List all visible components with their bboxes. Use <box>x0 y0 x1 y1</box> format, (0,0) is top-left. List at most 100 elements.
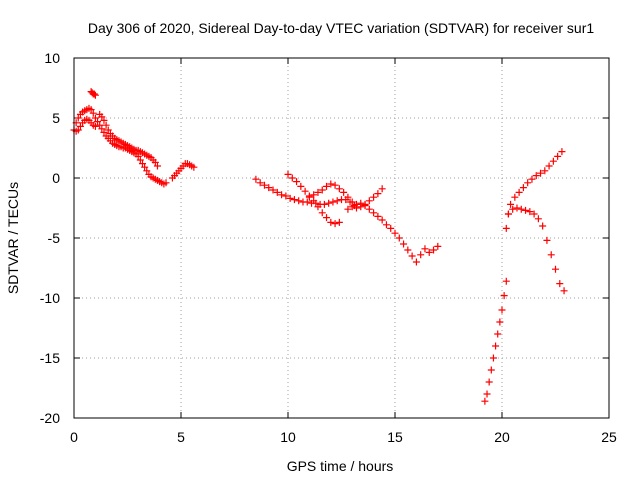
data-point <box>378 185 386 193</box>
data-point <box>89 109 97 117</box>
data-point <box>293 178 301 186</box>
data-point <box>532 172 540 180</box>
data-point <box>545 162 553 170</box>
data-point <box>91 122 99 130</box>
data-point <box>517 205 525 213</box>
data-point <box>297 182 305 190</box>
data-point <box>331 181 339 189</box>
data-point <box>98 113 106 121</box>
data-point <box>395 234 403 242</box>
data-point <box>537 169 545 177</box>
data-point <box>335 185 343 193</box>
data-point <box>141 163 149 171</box>
data-point <box>314 188 322 196</box>
data-point <box>425 248 433 256</box>
data-point <box>340 188 348 196</box>
data-point <box>320 200 328 208</box>
data-point <box>400 240 408 248</box>
data-point <box>554 152 562 160</box>
x-tick-label: 10 <box>280 429 296 445</box>
data-point <box>104 126 112 134</box>
data-point <box>492 342 500 350</box>
data-point <box>290 196 298 204</box>
data-point <box>333 197 341 205</box>
data-point <box>374 212 382 220</box>
y-tick-label: -20 <box>40 410 60 426</box>
data-point <box>412 258 420 266</box>
data-point <box>138 160 146 168</box>
data-point <box>153 162 161 170</box>
data-point <box>295 197 303 205</box>
data-point <box>483 390 491 398</box>
data-point <box>94 118 102 126</box>
y-tick-label: -10 <box>40 290 60 306</box>
data-point <box>511 193 519 201</box>
data-point <box>539 222 547 230</box>
series-arc-11 <box>502 148 566 232</box>
data-point <box>530 210 538 218</box>
data-point <box>100 128 108 136</box>
data-point <box>260 181 268 189</box>
data-point <box>421 245 429 253</box>
data-point <box>286 194 294 202</box>
series-arc-4 <box>96 110 161 170</box>
data-point <box>310 191 318 199</box>
chart-title: Day 306 of 2020, Sidereal Day-to-day VTE… <box>88 20 594 36</box>
data-point <box>494 330 502 338</box>
data-points <box>70 88 568 405</box>
data-point <box>98 125 106 133</box>
data-point <box>143 167 151 175</box>
data-point <box>344 193 352 201</box>
data-point <box>365 205 373 213</box>
data-point <box>549 157 557 165</box>
data-point <box>256 179 264 187</box>
data-point <box>331 220 339 228</box>
data-point <box>496 318 504 326</box>
data-point <box>513 204 521 212</box>
x-tick-label: 5 <box>177 429 185 445</box>
data-point <box>361 202 369 210</box>
data-point <box>269 186 277 194</box>
data-point <box>305 193 313 201</box>
series-arc-5 <box>168 160 198 182</box>
data-point <box>374 190 382 198</box>
data-point <box>524 179 532 187</box>
data-point <box>310 197 318 205</box>
data-point <box>522 206 530 214</box>
y-axis-label: SDTVAR / TECUs <box>5 182 21 294</box>
data-point <box>318 186 326 194</box>
y-tick-label: 0 <box>52 170 60 186</box>
data-point <box>190 163 198 171</box>
data-point <box>481 397 489 405</box>
data-point <box>382 221 390 229</box>
data-point <box>100 116 108 124</box>
data-point <box>323 182 331 190</box>
data-point <box>91 91 99 99</box>
grid-lines <box>74 58 609 418</box>
data-point <box>500 292 508 300</box>
series-arc-9 <box>344 199 442 266</box>
data-point <box>303 198 311 206</box>
data-point <box>487 366 495 374</box>
data-point <box>543 236 551 244</box>
x-axis-label: GPS time / hours <box>287 458 394 474</box>
y-tick-label: 10 <box>44 50 60 66</box>
data-point <box>284 170 292 178</box>
series-arc-10 <box>481 277 510 405</box>
data-point <box>76 122 84 130</box>
data-point <box>134 152 142 160</box>
series-arc-6 <box>252 175 358 210</box>
data-point <box>329 198 337 206</box>
x-tick-label: 0 <box>70 429 78 445</box>
series-arc-12 <box>504 204 568 295</box>
data-point <box>265 184 273 192</box>
data-point <box>534 215 542 223</box>
data-point <box>378 216 386 224</box>
data-point <box>151 158 159 166</box>
series-arc-2 <box>72 115 99 135</box>
data-point <box>327 218 335 226</box>
x-tick-label: 25 <box>601 429 617 445</box>
data-point <box>502 224 510 232</box>
data-point <box>556 280 564 288</box>
